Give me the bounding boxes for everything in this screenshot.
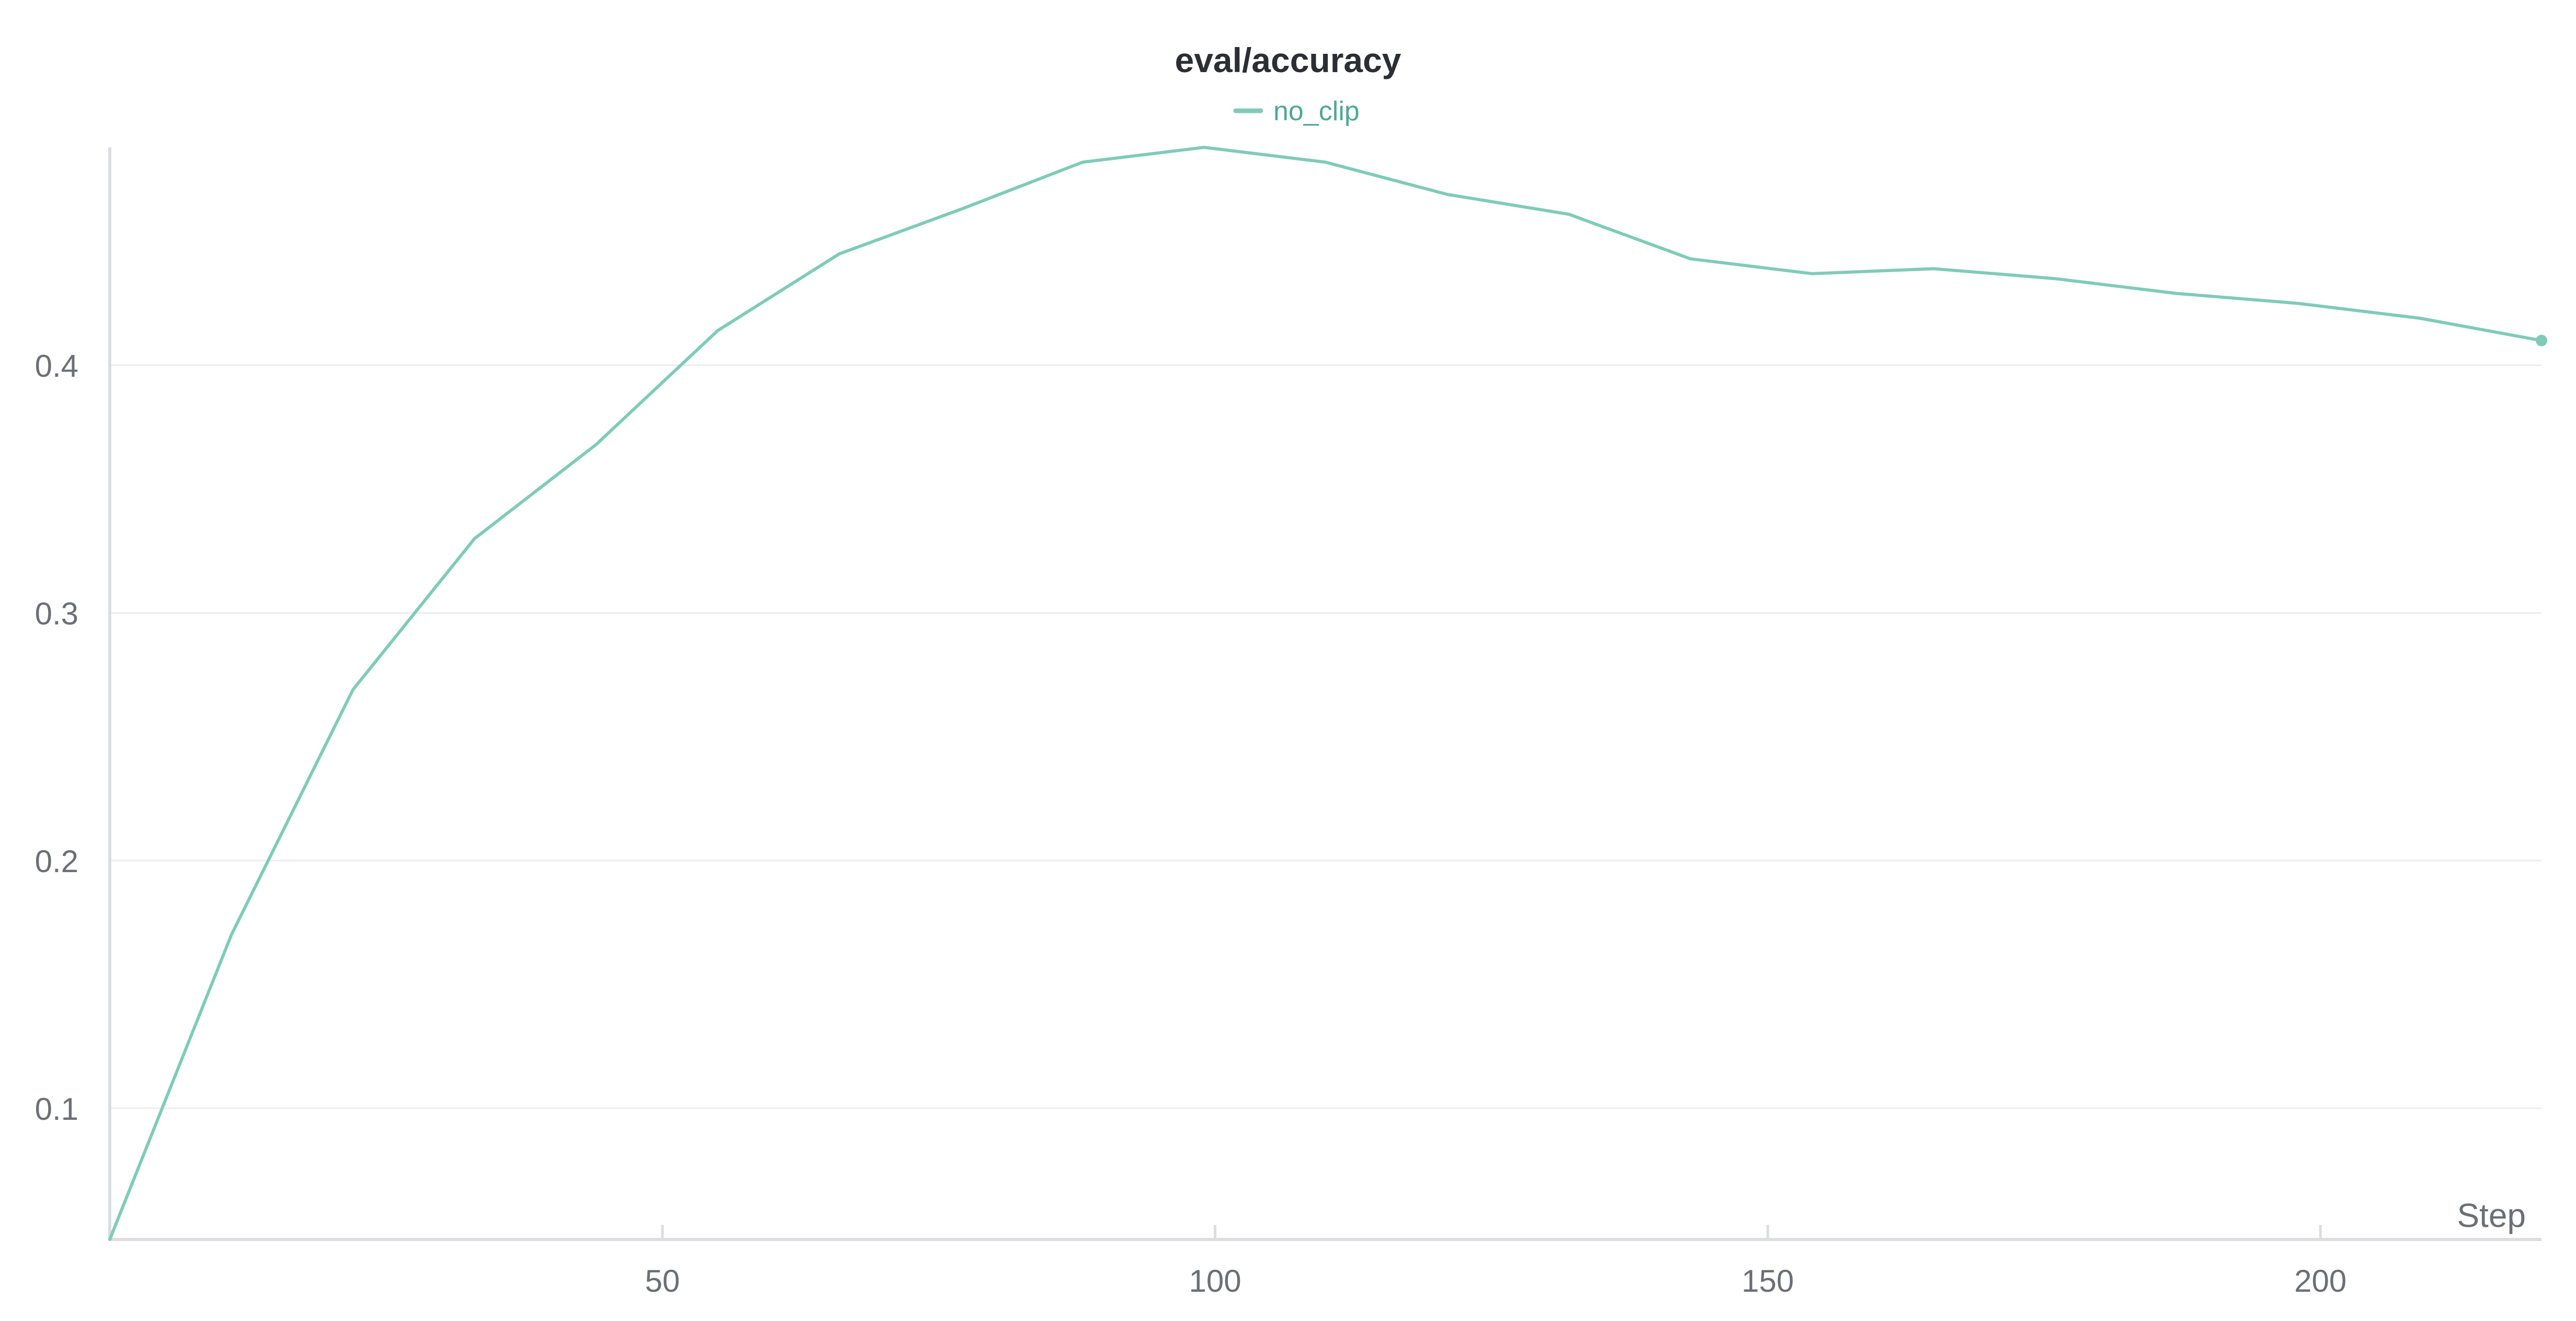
x-tick-label: 50 [645, 1264, 680, 1299]
y-tick-labels: 0.1 0.2 0.3 0.4 [35, 349, 78, 1127]
x-axis-label: Step [2457, 1197, 2526, 1234]
y-tick-label: 0.4 [35, 349, 78, 384]
axes [108, 147, 2542, 1241]
y-tick-label: 0.1 [35, 1092, 78, 1127]
gridlines [110, 364, 2542, 1109]
x-tick-label: 150 [1742, 1264, 1794, 1299]
legend[interactable]: no_clip [1233, 96, 1360, 126]
x-tick-labels: 50 100 150 200 [645, 1264, 2347, 1299]
y-tick-label: 0.2 [35, 844, 78, 879]
x-tick-label: 200 [2294, 1264, 2347, 1299]
series-line-no-clip[interactable] [108, 146, 2543, 1241]
legend-label-no-clip: no_clip [1273, 96, 1360, 126]
data-point [2536, 334, 2547, 346]
x-tick-marks [661, 1225, 2322, 1239]
series-layer [108, 146, 2547, 1241]
x-tick-label: 100 [1189, 1264, 1241, 1299]
y-tick-label: 0.3 [35, 596, 78, 631]
chart-title: eval/accuracy [1175, 41, 1401, 79]
